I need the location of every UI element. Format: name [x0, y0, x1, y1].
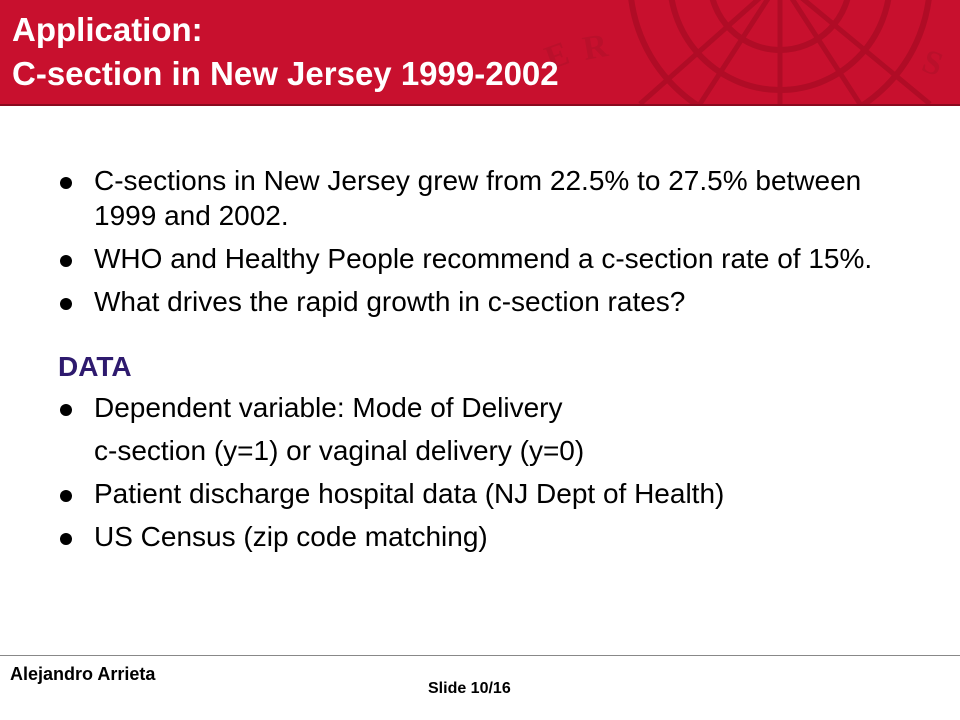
- list-item: Dependent variable: Mode of Delivery: [58, 390, 918, 425]
- data-bullet-list: Dependent variable: Mode of Delivery: [58, 390, 918, 425]
- data-section-heading: DATA: [58, 351, 132, 382]
- bullet-text: WHO and Healthy People recommend a c-sec…: [94, 243, 873, 274]
- bullet-text: C-sections in New Jersey grew from 22.5%…: [94, 165, 862, 231]
- bullet-list: C-sections in New Jersey grew from 22.5%…: [58, 163, 918, 319]
- bullet-dot-icon: [60, 298, 72, 310]
- bullet-dot-icon: [60, 177, 72, 189]
- list-item: WHO and Healthy People recommend a c-sec…: [58, 241, 918, 276]
- bullet-dot-icon: [60, 255, 72, 267]
- sub-bullet-text: c-section (y=1) or vaginal delivery (y=0…: [94, 435, 585, 466]
- svg-text:R: R: [580, 27, 611, 68]
- list-item: Patient discharge hospital data (NJ Dept…: [58, 476, 918, 511]
- bullet-text: US Census (zip code matching): [94, 521, 488, 552]
- university-seal-watermark: E R S: [540, 0, 948, 104]
- bullet-dot-icon: [60, 533, 72, 545]
- data-bullet-list-continued: Patient discharge hospital data (NJ Dept…: [58, 476, 918, 554]
- svg-text:S: S: [917, 43, 947, 84]
- bullet-text: Dependent variable: Mode of Delivery: [94, 392, 563, 423]
- author-name: Alejandro Arrieta: [10, 664, 156, 684]
- slide-number: Slide 10/16: [428, 680, 511, 697]
- bullet-dot-icon: [60, 404, 72, 416]
- bullet-text: Patient discharge hospital data (NJ Dept…: [94, 478, 725, 509]
- footer-divider: [0, 655, 960, 656]
- title-line-1: Application:: [12, 11, 203, 48]
- header-divider: [0, 104, 960, 106]
- list-item: US Census (zip code matching): [58, 519, 918, 554]
- bullet-dot-icon: [60, 490, 72, 502]
- list-item: C-sections in New Jersey grew from 22.5%…: [58, 163, 918, 233]
- bullet-text: What drives the rapid growth in c-sectio…: [94, 286, 686, 317]
- title-line-2: C-section in New Jersey 1999-2002: [12, 55, 559, 92]
- header-banner: E R S Application: C-section in New Jers…: [0, 0, 960, 104]
- slide-body: C-sections in New Jersey grew from 22.5%…: [58, 163, 918, 562]
- list-item: What drives the rapid growth in c-sectio…: [58, 284, 918, 319]
- slide-title: Application: C-section in New Jersey 199…: [12, 8, 559, 96]
